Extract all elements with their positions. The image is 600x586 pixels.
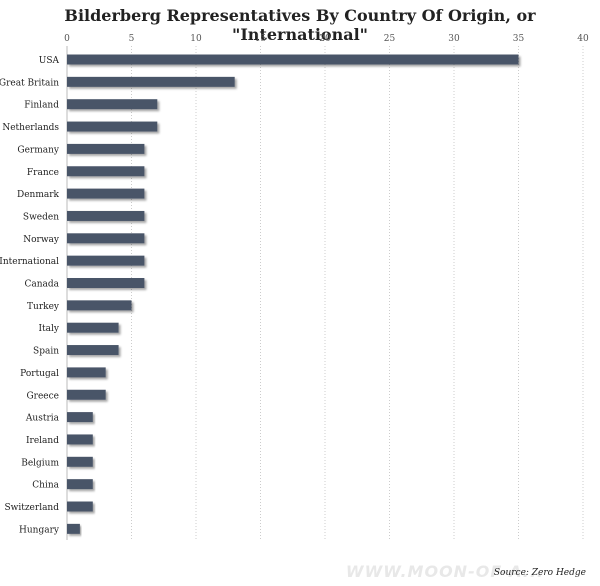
bar — [67, 233, 145, 244]
bar — [67, 76, 235, 87]
x-tick-label: 15 — [255, 34, 267, 44]
category-label: Netherlands — [2, 123, 59, 133]
x-tick-label: 35 — [513, 34, 525, 44]
bar — [67, 523, 80, 534]
x-tick-label: 5 — [129, 34, 135, 44]
category-label: Austria — [25, 414, 60, 424]
category-label: Spain — [33, 347, 59, 357]
category-label: Great Britain — [0, 78, 59, 88]
category-label: Norway — [23, 235, 60, 245]
bar — [67, 322, 119, 333]
x-tick-label: 25 — [384, 34, 396, 44]
bar — [67, 99, 158, 110]
bar — [67, 143, 145, 154]
bar — [67, 434, 93, 445]
bar — [67, 345, 119, 356]
category-label: Belgium — [21, 458, 59, 468]
category-label: International — [0, 257, 59, 267]
source-note: Source: Zero Hedge — [493, 568, 586, 578]
category-label: Portugal — [20, 369, 59, 379]
bar — [67, 278, 145, 288]
x-tick-label: 0 — [64, 34, 70, 44]
x-tick-label: 30 — [448, 34, 460, 44]
bar — [67, 367, 106, 378]
chart-title: Bilderberg Representatives By Country Of… — [64, 6, 536, 44]
category-label: Germany — [17, 145, 60, 155]
category-label: France — [27, 168, 59, 178]
category-label: Switzerland — [4, 503, 59, 513]
bar — [67, 479, 93, 490]
bar — [67, 255, 145, 266]
x-tick-label: 20 — [319, 34, 331, 44]
bar — [67, 188, 145, 199]
bar — [67, 300, 132, 311]
x-tick-label: 40 — [577, 34, 589, 44]
category-label: Italy — [38, 324, 59, 334]
category-label: Ireland — [26, 436, 59, 446]
category-label: Sweden — [23, 212, 59, 222]
bar — [67, 501, 93, 512]
bar — [67, 412, 93, 423]
category-label: China — [32, 481, 59, 491]
bar — [67, 389, 106, 400]
bar — [67, 456, 93, 467]
bar — [67, 121, 158, 132]
bar — [67, 54, 519, 65]
watermark: WWW.MOON-OF-A... — [345, 562, 544, 581]
category-label: Canada — [24, 280, 59, 290]
category-label: Hungary — [19, 525, 60, 535]
x-tick-label: 10 — [190, 34, 202, 44]
category-label: Finland — [24, 101, 59, 111]
category-label: Denmark — [17, 190, 60, 200]
category-label: USA — [39, 56, 60, 66]
category-label: Greece — [26, 391, 59, 401]
bar — [67, 166, 145, 177]
category-label: Turkey — [27, 302, 60, 312]
bar — [67, 210, 145, 221]
